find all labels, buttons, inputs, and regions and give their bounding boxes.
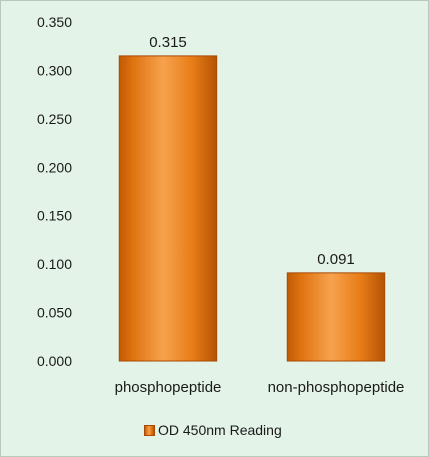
- y-tick-label: 0.100: [37, 256, 72, 272]
- legend: OD 450nm Reading: [144, 422, 282, 438]
- bar: [118, 55, 218, 362]
- y-tick-label: 0.350: [37, 14, 72, 30]
- x-category-label: non-phosphopeptide: [268, 379, 405, 396]
- y-tick-label: 0.050: [37, 305, 72, 321]
- y-tick-label: 0.000: [37, 353, 72, 369]
- data-label: 0.091: [317, 251, 355, 268]
- y-tick-label: 0.250: [37, 111, 72, 127]
- y-tick-label: 0.300: [37, 62, 72, 78]
- x-category-label: phosphopeptide: [115, 379, 222, 396]
- bar: [286, 272, 386, 362]
- y-tick-label: 0.200: [37, 159, 72, 175]
- data-label: 0.315: [149, 34, 187, 51]
- legend-label: OD 450nm Reading: [158, 422, 282, 438]
- legend-swatch: [144, 424, 155, 436]
- y-tick-label: 0.150: [37, 208, 72, 224]
